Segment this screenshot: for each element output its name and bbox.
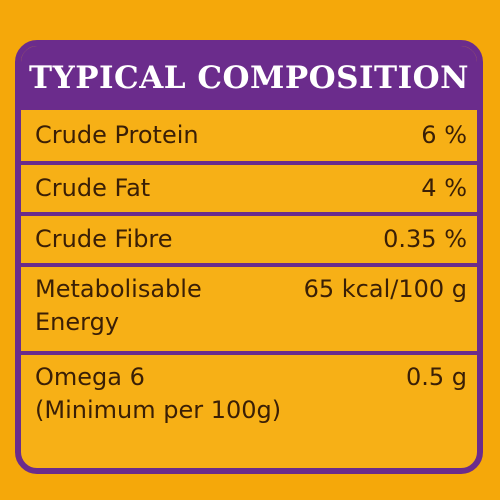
table-row-metabolisable-energy: Metabolisable Energy 65 kcal/100 g [21, 263, 477, 351]
row-value: 0.5 g [405, 363, 467, 391]
table-row-crude-fat: Crude Fat 4 % [21, 161, 477, 212]
row-value: 4 % [421, 174, 467, 202]
row-label: Crude Fibre [35, 225, 173, 253]
table-row-crude-protein: Crude Protein 6 % [21, 110, 477, 161]
table-row-crude-fibre: Crude Fibre 0.35 % [21, 212, 477, 263]
row-value: 6 % [421, 121, 467, 149]
row-value: 65 kcal/100 g [303, 275, 467, 303]
row-label: Metabolisable Energy [35, 275, 202, 336]
row-value: 0.35 % [383, 225, 467, 253]
row-label: Crude Protein [35, 121, 199, 149]
composition-table: Crude Protein 6 % Crude Fat 4 % Crude Fi… [21, 110, 477, 442]
row-label: Omega 6 (Minimum per 100g) [35, 363, 282, 424]
table-row-omega-6: Omega 6 (Minimum per 100g) 0.5 g [21, 351, 477, 442]
composition-panel: TYPICAL COMPOSITION Crude Protein 6 % Cr… [15, 40, 483, 474]
panel-title: TYPICAL COMPOSITION [21, 46, 477, 110]
row-label: Crude Fat [35, 174, 151, 202]
